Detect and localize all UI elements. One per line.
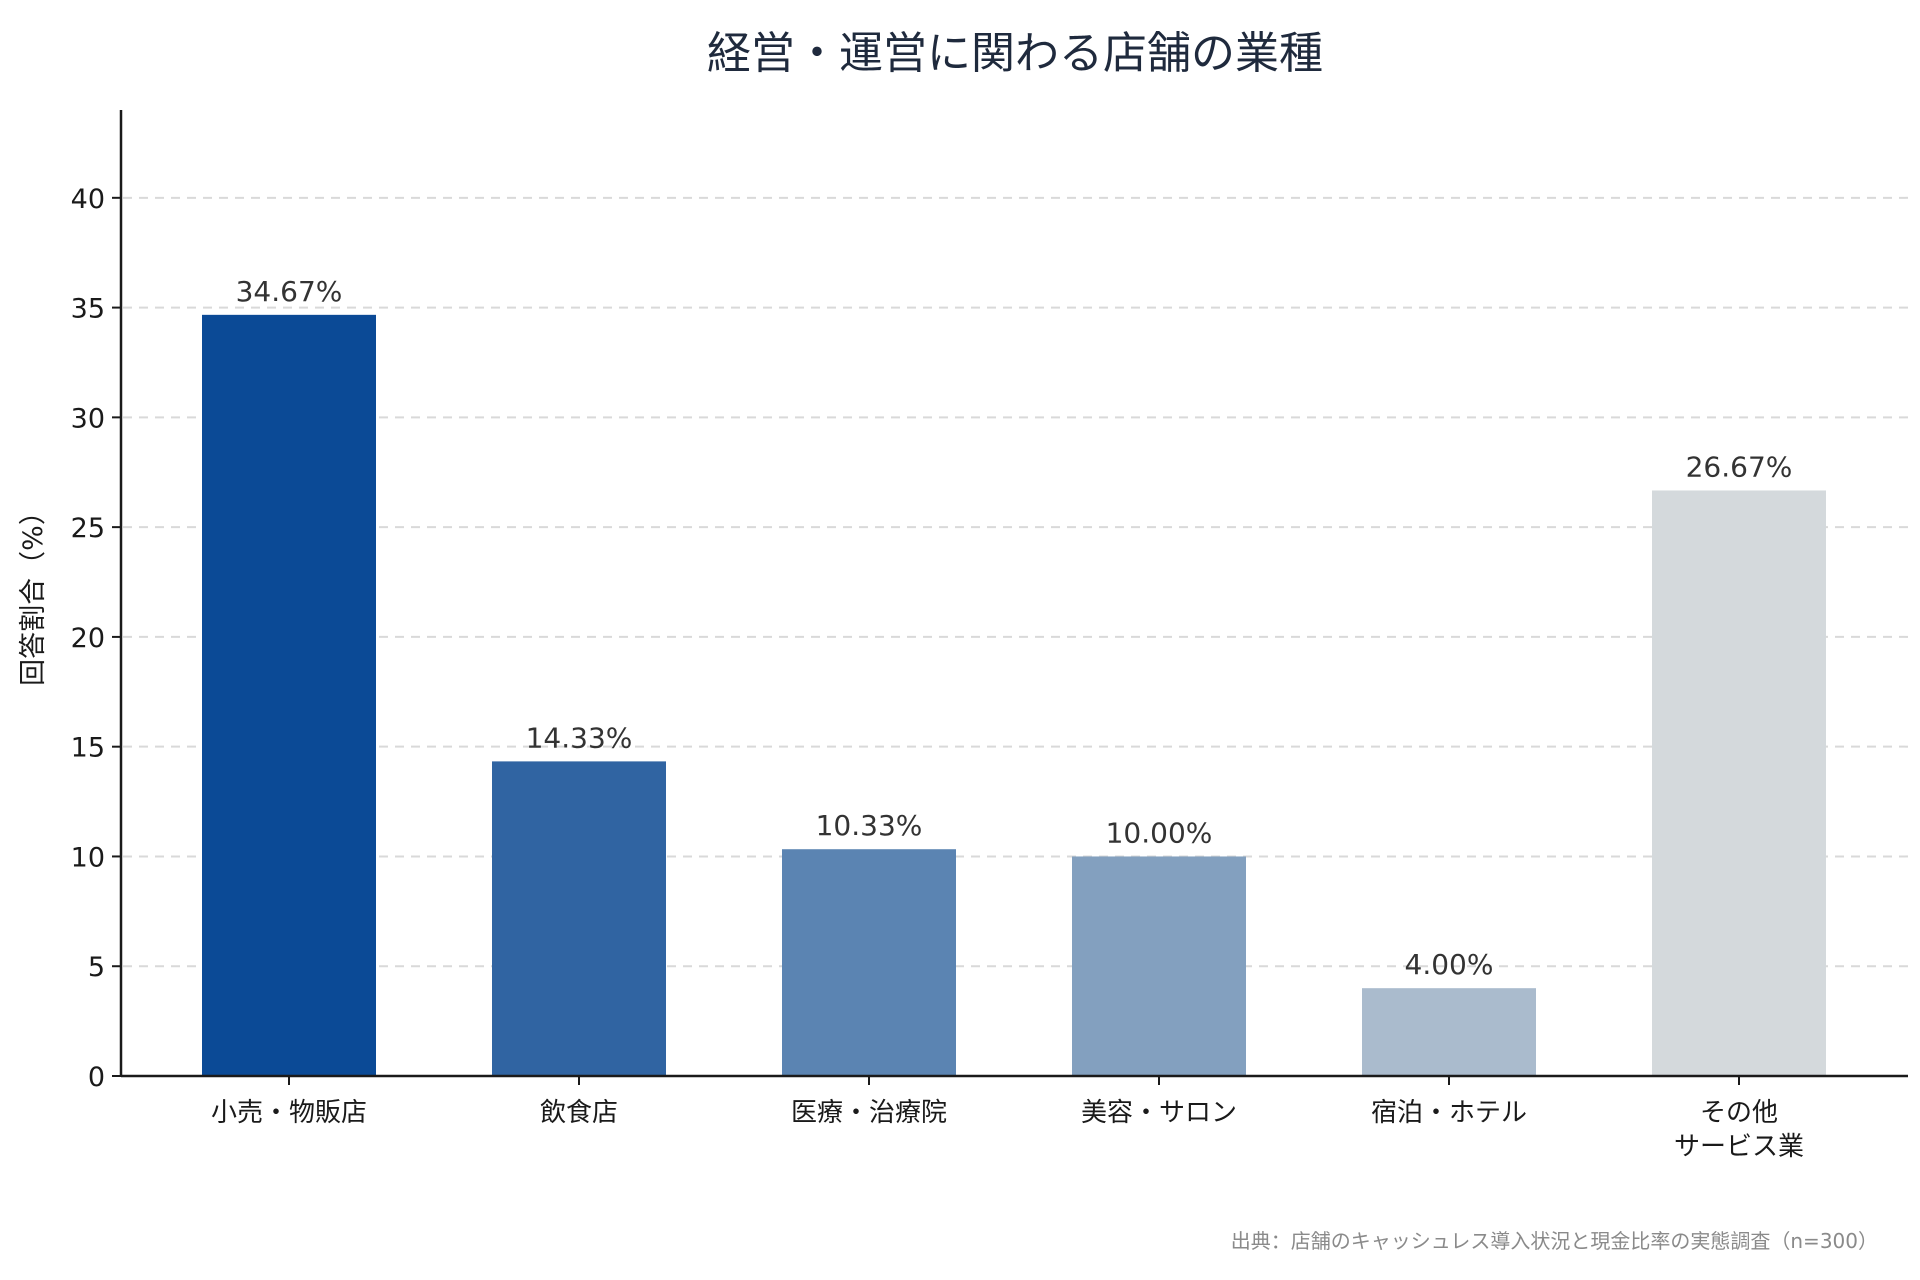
x-category-label: 飲食店 [540,1098,618,1128]
bar-value-label: 10.33% [816,809,923,842]
bar-value-label: 4.00% [1405,948,1494,981]
x-category-label: 宿泊・ホテル [1371,1098,1527,1128]
bar-value-label: 10.00% [1106,816,1213,849]
x-category-label: 小売・物販店 [211,1098,367,1128]
y-tick-label: 5 [88,952,105,983]
y-tick-label: 30 [71,403,105,434]
grid-layer [123,196,1908,968]
x-category-label: 美容・サロン [1081,1098,1237,1128]
x-category-label: サービス業 [1674,1132,1804,1162]
y-tick-label: 15 [71,733,105,764]
chart-title: 経営・運営に関わる店舗の業種 [707,28,1323,79]
bar [782,849,956,1076]
bar-layer [202,314,1826,1076]
bar-value-label: 34.67% [236,275,343,308]
bar-value-label: 14.33% [526,721,633,754]
y-tick-label: 0 [88,1062,105,1093]
source-note: 出典：店舗のキャッシュレス導入状況と現金比率の実態調査（n=300） [1231,1229,1878,1253]
bar-value-label: 26.67% [1686,450,1793,483]
x-category-label: その他 [1700,1098,1778,1128]
bar [1362,988,1536,1076]
axis-layer [119,110,1908,1078]
x-category-label: 医療・治療院 [791,1098,947,1128]
y-tick-label: 25 [71,513,105,544]
label-layer: 0 5 10 15 20 25 30 35 40 34.67% 小売・物販店 14.33% 飲食店 10.… [71,184,1804,1162]
y-tick-label: 40 [71,184,105,215]
bar [492,761,666,1076]
y-tick-label: 20 [71,623,105,654]
y-tick-label: 10 [71,842,105,873]
bar [1072,856,1246,1076]
y-axis-title: 回答割合（%） [18,498,49,686]
bar [1652,490,1826,1076]
bar [202,314,376,1076]
y-tick-label: 35 [71,294,105,325]
